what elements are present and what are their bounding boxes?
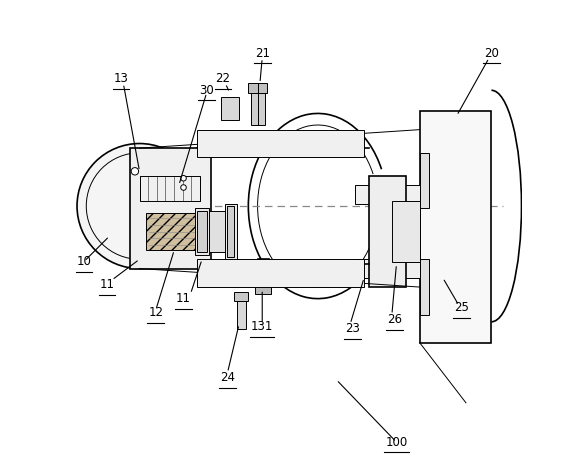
Bar	[251, 93, 264, 125]
Bar	[355, 259, 420, 278]
Text: 131: 131	[251, 320, 273, 333]
Bar	[140, 176, 200, 201]
Text: 11: 11	[100, 278, 115, 291]
Bar	[255, 287, 271, 294]
Text: 24: 24	[220, 371, 235, 384]
Bar	[130, 148, 211, 269]
Bar	[197, 259, 364, 287]
Text: 10: 10	[77, 255, 92, 268]
Text: 22: 22	[215, 72, 230, 85]
Circle shape	[131, 168, 139, 175]
Bar	[420, 111, 491, 343]
Text: 25: 25	[454, 301, 469, 314]
Text: 21: 21	[255, 47, 270, 60]
Bar	[369, 176, 406, 287]
Bar	[220, 97, 239, 120]
Bar	[248, 83, 267, 93]
Bar	[258, 259, 269, 292]
Circle shape	[181, 175, 186, 181]
Text: 100: 100	[385, 436, 408, 449]
Bar	[225, 204, 237, 259]
Bar	[420, 259, 429, 315]
Bar	[234, 292, 248, 301]
Bar	[197, 130, 364, 157]
Circle shape	[77, 144, 202, 269]
Circle shape	[181, 185, 186, 190]
Bar	[227, 206, 234, 257]
Bar	[392, 201, 420, 262]
Text: 11: 11	[176, 292, 191, 305]
Bar	[420, 153, 429, 208]
Text: 26: 26	[387, 313, 402, 326]
Text: 13: 13	[114, 72, 128, 85]
Bar	[209, 211, 225, 252]
Text: 12: 12	[148, 306, 163, 319]
Text: 20: 20	[484, 47, 499, 60]
Text: 23: 23	[345, 322, 360, 335]
Text: 30: 30	[200, 84, 214, 97]
Bar	[195, 208, 209, 255]
Bar	[237, 301, 246, 329]
Bar	[197, 211, 206, 252]
Bar	[355, 185, 420, 204]
Polygon shape	[147, 213, 202, 250]
